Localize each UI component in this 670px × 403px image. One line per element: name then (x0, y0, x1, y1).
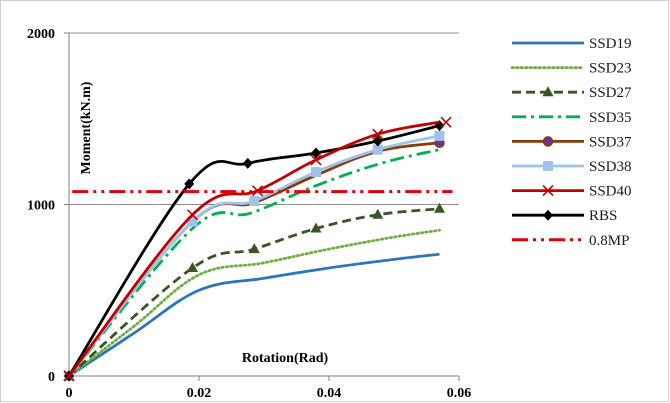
series-ssd40 (63, 116, 452, 382)
series-point-ssd40-0 (63, 370, 75, 382)
series-ssd23 (67, 228, 441, 378)
legend-item-ssd35: SSD35 (512, 110, 632, 126)
legend-marker-ssd27 (542, 86, 554, 97)
legend-item-ssd40: SSD40 (512, 184, 632, 200)
series-point-ssd38-1 (187, 216, 198, 227)
series-point-rbs-3 (311, 147, 321, 159)
legend-marker-ssd40 (542, 185, 554, 197)
series-point-ssd40-4 (372, 128, 384, 140)
axes (64, 32, 460, 381)
series-point-ssd38-4 (372, 144, 383, 155)
series-point-ssd40-3 (310, 154, 322, 166)
series-line-ssd19 (68, 252, 440, 378)
legend-label-ssd35: SSD35 (589, 110, 632, 126)
legend-item-rbs: RBS (512, 208, 617, 224)
legend-item-ssd23: SSD23 (510, 61, 632, 77)
series-point-ssd38-3 (311, 166, 321, 177)
series-point-rbs-1 (184, 178, 195, 190)
legend-item-ssd19: SSD19 (512, 36, 632, 52)
x-tick-label: 0.06 (447, 386, 472, 401)
legend-marker-ssd37 (542, 136, 554, 147)
series-point-ssd40-5 (440, 116, 452, 128)
y-tick-label: 2000 (27, 27, 55, 42)
legend-label-ssd37: SSD37 (589, 134, 632, 150)
series-ssd35 (67, 148, 440, 377)
series-point-rbs-4 (372, 135, 383, 147)
series-point-ssd27-3 (310, 222, 322, 233)
legend-item-ssd27: SSD27 (512, 85, 632, 101)
legend-label-ssd40: SSD40 (589, 184, 632, 200)
series-point-ssd38-5 (434, 130, 445, 141)
legend-item-ssd37: SSD37 (512, 134, 632, 150)
y-tick-label: 1000 (27, 199, 55, 214)
legend-label-ssd23: SSD23 (589, 61, 632, 77)
legend-label-rbs: RBS (589, 208, 617, 224)
legend-label-ssd38: SSD38 (589, 159, 632, 175)
series-line-ssd35 (67, 148, 440, 377)
series-point-rbs-2 (242, 157, 253, 169)
legend-label-ssd27: SSD27 (589, 85, 632, 101)
legend-marker-rbs (543, 209, 553, 221)
series-point-ssd40-1 (186, 209, 199, 221)
x-tick-label: 0.04 (317, 386, 342, 401)
y-tick-label: 0 (48, 370, 55, 385)
x-tick-label: 0.02 (187, 386, 212, 401)
series-line-ssd23 (67, 228, 441, 378)
series-point-ssd38-2 (249, 196, 260, 207)
legend-item-ssd38: SSD38 (512, 159, 632, 175)
series-point-ssd27-1 (187, 261, 198, 272)
series-layer (63, 116, 453, 382)
grid-lines (69, 32, 459, 205)
y-axis-label: Moment(kN.m) (79, 81, 94, 174)
tick-labels: 0 0.02 0.04 0.06 0 1000 2000 (27, 27, 471, 401)
series-point-ssd27-4 (372, 208, 384, 219)
legend-label-ssd19: SSD19 (589, 36, 632, 52)
legend-label-0-8mp: 0.8MP (589, 233, 629, 249)
x-tick-label: 0 (66, 386, 73, 401)
legend: SSD19 SSD23 SSD27 SSD35 SSD37 SSD38 SSD40 RBS 0.… (510, 36, 632, 249)
x-axis-label: Rotation(Rad) (242, 351, 329, 366)
series-point-ssd27-5 (434, 202, 445, 213)
series-point-ssd27-2 (248, 243, 260, 254)
series-ssd19 (68, 252, 440, 378)
legend-item-0-8mp: 0.8MP (512, 233, 629, 249)
legend-marker-ssd38 (543, 161, 553, 171)
series-ssd38 (64, 130, 445, 381)
